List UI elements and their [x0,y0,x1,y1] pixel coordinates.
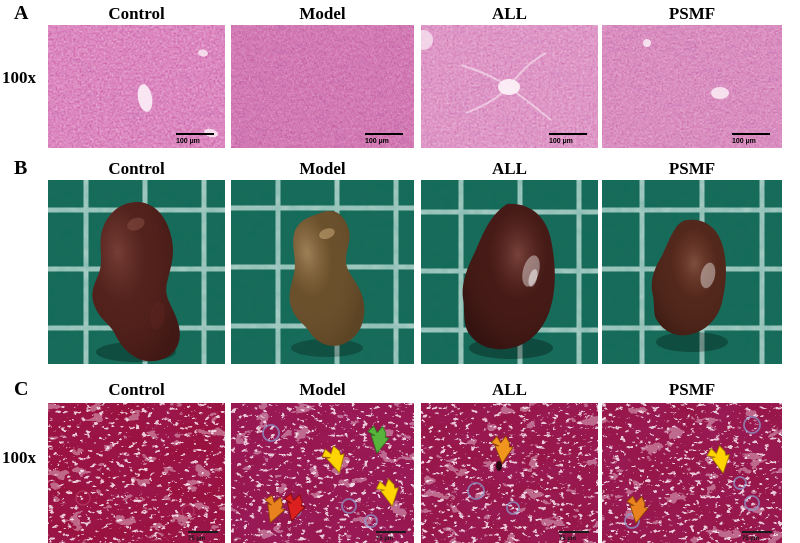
svg-text:100 µm: 100 µm [549,138,573,145]
svg-text:75 µm: 75 µm [742,536,759,542]
svg-text:75 µm: 75 µm [188,536,205,542]
svg-text:100 µm: 100 µm [365,138,389,145]
svg-text:100 µm: 100 µm [176,138,200,145]
svg-text:75 µm: 75 µm [376,536,393,542]
svg-text:100 µm: 100 µm [732,138,756,145]
svg-text:75 µm: 75 µm [559,536,576,542]
